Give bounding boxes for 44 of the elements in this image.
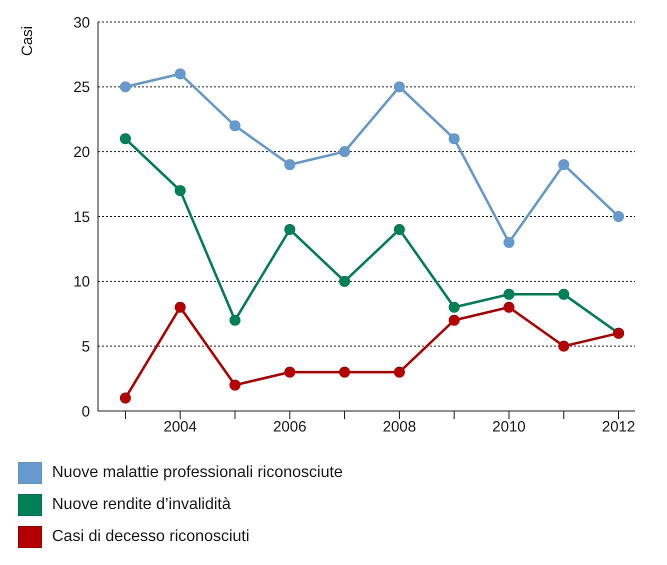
- point: [284, 224, 296, 235]
- point: [558, 340, 570, 352]
- point: [120, 81, 131, 92]
- point: [284, 159, 296, 170]
- point: [448, 133, 460, 144]
- point: [448, 302, 460, 313]
- legend-label: Casi di decesso riconosciuti: [52, 528, 250, 546]
- x-tick-label: 2010: [492, 418, 526, 436]
- point: [174, 68, 186, 80]
- point: [229, 120, 240, 132]
- point: [120, 133, 131, 144]
- y-tick-label: 25: [73, 79, 90, 96]
- point: [174, 302, 186, 313]
- y-tick-label: 5: [82, 338, 90, 356]
- point: [503, 236, 514, 248]
- point: [174, 185, 186, 196]
- x-tick-label: 2006: [273, 418, 306, 436]
- legend-label: Nuove malattie professionali riconosciute: [52, 464, 343, 482]
- legend-label: Nuove rendite d’invalidità: [52, 496, 231, 514]
- point: [558, 159, 570, 170]
- y-axis-title: Casi: [19, 26, 36, 56]
- point: [448, 314, 460, 326]
- point: [229, 314, 240, 326]
- y-tick-label: 0: [82, 403, 90, 420]
- point: [120, 392, 131, 404]
- y-tick-label: 30: [73, 14, 90, 32]
- point: [339, 146, 350, 158]
- point: [339, 366, 350, 378]
- y-tick-label: 10: [73, 274, 90, 291]
- x-tick-label: 2008: [382, 418, 416, 436]
- x-tick-label: 2004: [164, 418, 197, 436]
- point: [503, 288, 514, 300]
- point: [558, 288, 570, 300]
- x-tick-label: 2012: [602, 418, 636, 436]
- point: [613, 211, 624, 222]
- y-tick-label: 15: [73, 208, 90, 226]
- point: [394, 224, 405, 235]
- point: [339, 276, 350, 287]
- point: [394, 81, 405, 92]
- y-tick-label: 20: [73, 144, 90, 161]
- point: [394, 366, 405, 378]
- point: [503, 302, 514, 313]
- point: [229, 380, 240, 391]
- point: [284, 366, 296, 378]
